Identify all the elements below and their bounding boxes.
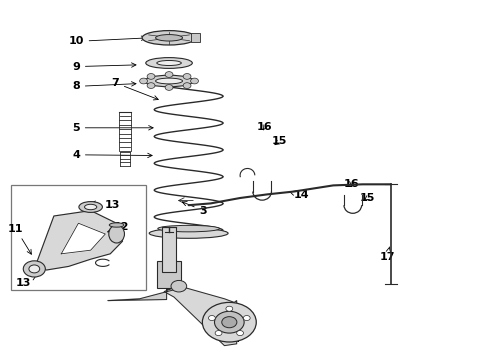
Text: 16: 16 (257, 122, 272, 132)
Text: 8: 8 (72, 81, 136, 91)
Circle shape (202, 302, 256, 342)
Bar (11, 185, 146, 290)
Text: 13: 13 (16, 275, 36, 288)
Circle shape (165, 85, 173, 90)
Bar (191, 33, 200, 42)
Polygon shape (108, 286, 179, 301)
Circle shape (226, 306, 233, 311)
Ellipse shape (145, 75, 194, 87)
Circle shape (140, 78, 147, 84)
Text: 14: 14 (290, 190, 309, 201)
Circle shape (165, 72, 173, 77)
Circle shape (171, 280, 187, 292)
Ellipse shape (29, 265, 40, 273)
Text: 11: 11 (8, 224, 31, 254)
Ellipse shape (142, 31, 196, 45)
Ellipse shape (157, 60, 181, 66)
Bar (162, 227, 176, 272)
Circle shape (183, 83, 191, 89)
Text: 12: 12 (108, 222, 129, 233)
Text: 15: 15 (360, 193, 375, 203)
Polygon shape (164, 288, 237, 346)
Ellipse shape (24, 261, 45, 277)
Circle shape (215, 311, 244, 333)
Text: 3: 3 (182, 202, 207, 216)
Polygon shape (35, 211, 122, 270)
Text: 13: 13 (91, 200, 121, 210)
Text: 6: 6 (195, 227, 214, 237)
Ellipse shape (158, 225, 220, 232)
Ellipse shape (84, 204, 97, 210)
Circle shape (208, 315, 215, 320)
Text: 2: 2 (175, 285, 184, 301)
Circle shape (191, 78, 198, 84)
Text: 4: 4 (72, 150, 152, 160)
Text: 5: 5 (72, 123, 153, 133)
Text: 15: 15 (271, 136, 287, 147)
Polygon shape (61, 223, 105, 254)
Circle shape (215, 330, 222, 336)
Circle shape (183, 73, 191, 79)
Ellipse shape (109, 225, 124, 243)
Ellipse shape (79, 202, 102, 212)
Circle shape (237, 330, 244, 336)
Ellipse shape (156, 78, 182, 84)
Ellipse shape (146, 58, 193, 68)
Bar (157, 261, 181, 288)
Text: 16: 16 (344, 179, 360, 189)
Circle shape (244, 315, 250, 320)
Circle shape (147, 83, 155, 89)
Text: 10: 10 (68, 36, 146, 46)
Text: 7: 7 (111, 78, 158, 100)
Text: 9: 9 (72, 62, 136, 72)
Text: 1: 1 (230, 328, 239, 344)
Ellipse shape (109, 223, 124, 227)
Ellipse shape (156, 35, 182, 41)
Ellipse shape (149, 228, 228, 238)
Circle shape (222, 317, 237, 328)
Text: 17: 17 (379, 247, 395, 262)
Circle shape (147, 73, 155, 79)
